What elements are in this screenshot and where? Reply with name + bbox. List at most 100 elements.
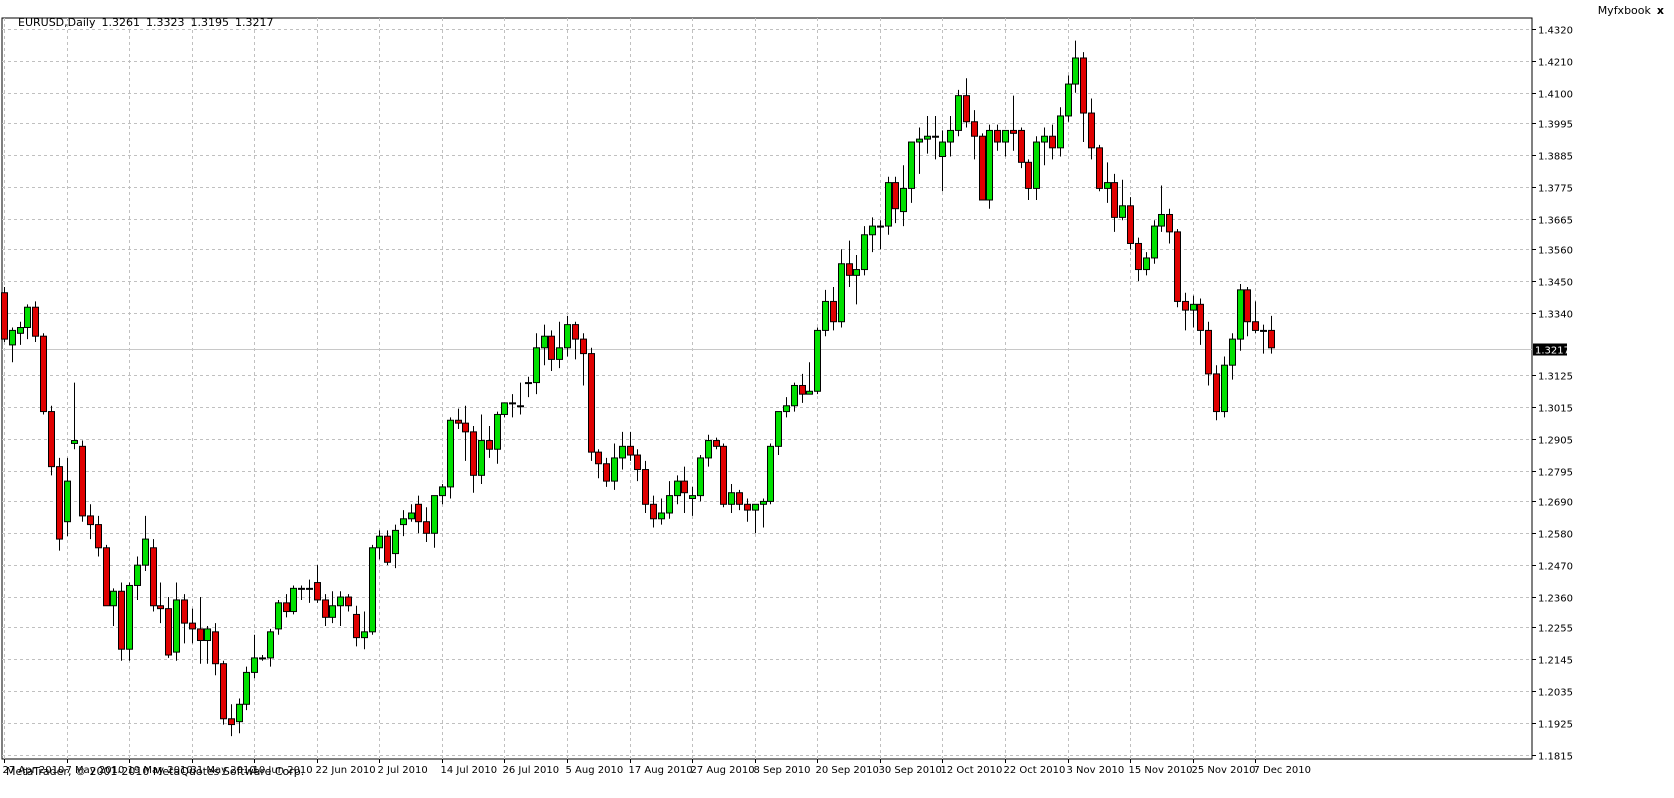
- candle[interactable]: [799, 373, 806, 403]
- candle[interactable]: [767, 443, 774, 505]
- candle[interactable]: [1237, 284, 1244, 351]
- candle[interactable]: [1072, 40, 1079, 93]
- candle[interactable]: [415, 495, 422, 534]
- candle[interactable]: [236, 698, 243, 734]
- candle[interactable]: [1033, 136, 1040, 200]
- candle[interactable]: [580, 333, 587, 386]
- candle[interactable]: [720, 443, 727, 508]
- candle[interactable]: [1197, 298, 1204, 345]
- close-icon[interactable]: x: [1656, 4, 1664, 17]
- candle[interactable]: [556, 321, 563, 369]
- candle[interactable]: [955, 89, 962, 137]
- candle[interactable]: [822, 289, 829, 337]
- candle[interactable]: [150, 539, 157, 612]
- candle[interactable]: [157, 582, 164, 624]
- candle[interactable]: [1151, 220, 1158, 264]
- candle[interactable]: [971, 110, 978, 160]
- candle[interactable]: [259, 655, 266, 661]
- candle[interactable]: [32, 301, 39, 343]
- candle[interactable]: [775, 411, 782, 456]
- candle[interactable]: [220, 660, 227, 725]
- candle[interactable]: [1213, 365, 1220, 421]
- candle[interactable]: [877, 220, 884, 250]
- candle[interactable]: [369, 544, 376, 635]
- candle[interactable]: [1158, 185, 1165, 232]
- candle[interactable]: [1041, 127, 1048, 166]
- candle[interactable]: [885, 176, 892, 235]
- candle[interactable]: [619, 431, 626, 470]
- candle[interactable]: [392, 524, 399, 569]
- candle[interactable]: [48, 405, 55, 476]
- candle[interactable]: [994, 124, 1001, 151]
- candle[interactable]: [1010, 95, 1017, 151]
- candle[interactable]: [744, 498, 751, 522]
- candle[interactable]: [1135, 237, 1142, 282]
- candle[interactable]: [806, 362, 813, 395]
- candle[interactable]: [290, 585, 297, 615]
- candle[interactable]: [986, 124, 993, 209]
- candle[interactable]: [79, 440, 86, 522]
- candle[interactable]: [71, 382, 78, 450]
- candle[interactable]: [689, 486, 696, 516]
- candle[interactable]: [650, 495, 657, 528]
- candle[interactable]: [916, 127, 923, 174]
- candle[interactable]: [267, 628, 274, 667]
- candle[interactable]: [455, 408, 462, 429]
- candle[interactable]: [1166, 208, 1173, 244]
- candle[interactable]: [1018, 127, 1025, 169]
- candle[interactable]: [17, 321, 24, 345]
- candle[interactable]: [322, 594, 329, 627]
- candle[interactable]: [103, 544, 110, 607]
- candle[interactable]: [478, 414, 485, 485]
- candle[interactable]: [95, 515, 102, 557]
- candle[interactable]: [627, 431, 634, 461]
- candle[interactable]: [588, 347, 595, 461]
- candle[interactable]: [110, 588, 117, 627]
- candle[interactable]: [861, 226, 868, 276]
- candle[interactable]: [634, 449, 641, 482]
- candle[interactable]: [611, 443, 618, 490]
- candle[interactable]: [1088, 98, 1095, 160]
- candle[interactable]: [939, 130, 946, 192]
- candle[interactable]: [517, 382, 524, 415]
- candle[interactable]: [126, 582, 133, 661]
- candle[interactable]: [439, 484, 446, 505]
- candle[interactable]: [204, 626, 211, 664]
- candle[interactable]: [189, 608, 196, 644]
- candle[interactable]: [462, 405, 469, 461]
- candle[interactable]: [1229, 333, 1236, 380]
- candle[interactable]: [666, 481, 673, 519]
- candle[interactable]: [228, 704, 235, 737]
- candle[interactable]: [376, 530, 383, 560]
- candle[interactable]: [541, 324, 548, 366]
- candle[interactable]: [595, 449, 602, 479]
- candle[interactable]: [275, 599, 282, 635]
- candle[interactable]: [1174, 228, 1181, 308]
- candle[interactable]: [353, 605, 360, 647]
- candle[interactable]: [1127, 197, 1134, 250]
- candle[interactable]: [1111, 173, 1118, 232]
- candle[interactable]: [134, 556, 141, 600]
- candle[interactable]: [924, 115, 931, 154]
- candle[interactable]: [329, 591, 336, 624]
- candle[interactable]: [298, 585, 305, 600]
- candle[interactable]: [728, 484, 735, 513]
- candle[interactable]: [932, 115, 939, 160]
- candle[interactable]: [736, 489, 743, 511]
- candle[interactable]: [674, 475, 681, 505]
- candle[interactable]: [564, 315, 571, 357]
- candle[interactable]: [361, 611, 368, 650]
- candle[interactable]: [963, 78, 970, 128]
- candle[interactable]: [1268, 315, 1275, 354]
- candle[interactable]: [181, 594, 188, 644]
- candle[interactable]: [447, 417, 454, 499]
- candle[interactable]: [908, 141, 915, 203]
- candle[interactable]: [1065, 75, 1072, 122]
- candle[interactable]: [658, 498, 665, 525]
- candle[interactable]: [1002, 129, 1009, 157]
- candle[interactable]: [306, 579, 313, 603]
- candle[interactable]: [814, 327, 821, 395]
- candle[interactable]: [1057, 107, 1064, 157]
